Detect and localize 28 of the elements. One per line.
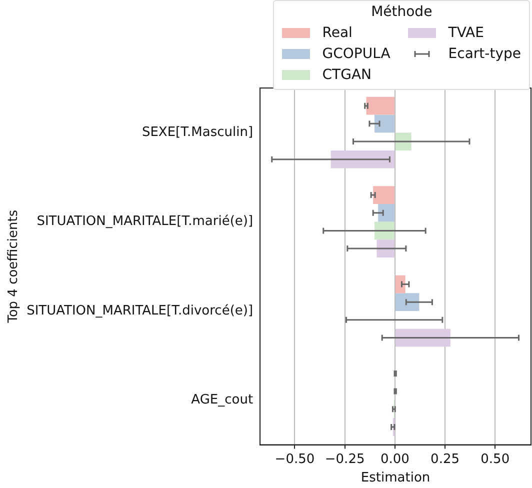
x-tick-label: 0.00 <box>380 452 410 467</box>
bar <box>395 328 450 347</box>
text: Ecart-type <box>448 46 521 62</box>
x-tick-label: 0.25 <box>430 452 460 467</box>
legend-label: GCOPULA <box>322 46 390 62</box>
bar <box>374 114 394 133</box>
bar <box>366 96 394 115</box>
x-axis-title: Estimation <box>360 470 430 486</box>
bar <box>378 204 394 222</box>
bar <box>376 240 394 258</box>
y-tick-label: SITUATION_MARITALE[T.divorcé(e)] <box>26 303 254 318</box>
bar <box>395 132 412 150</box>
legend-label: CTGAN <box>322 66 372 82</box>
y-tick-label: AGE_cout <box>191 392 254 408</box>
bar <box>374 222 394 240</box>
y-tick-label: SITUATION_MARITALE[T.marié(e)] <box>36 214 254 230</box>
legend-label: Real <box>322 24 352 40</box>
y-tick-label: SEXE[T.Masculin] <box>142 124 254 140</box>
bar <box>330 150 394 168</box>
bar <box>373 186 394 204</box>
legend-label: TVAE <box>448 24 484 40</box>
y-axis-title: Top 4 coefficients <box>6 210 22 324</box>
x-tick-label: 0.50 <box>480 452 510 467</box>
x-tick-label: −0.50 <box>274 452 315 467</box>
bar <box>395 275 406 294</box>
x-tick-label: −0.25 <box>324 452 365 467</box>
legend-title: Méthode <box>370 4 434 20</box>
bar <box>395 293 420 311</box>
